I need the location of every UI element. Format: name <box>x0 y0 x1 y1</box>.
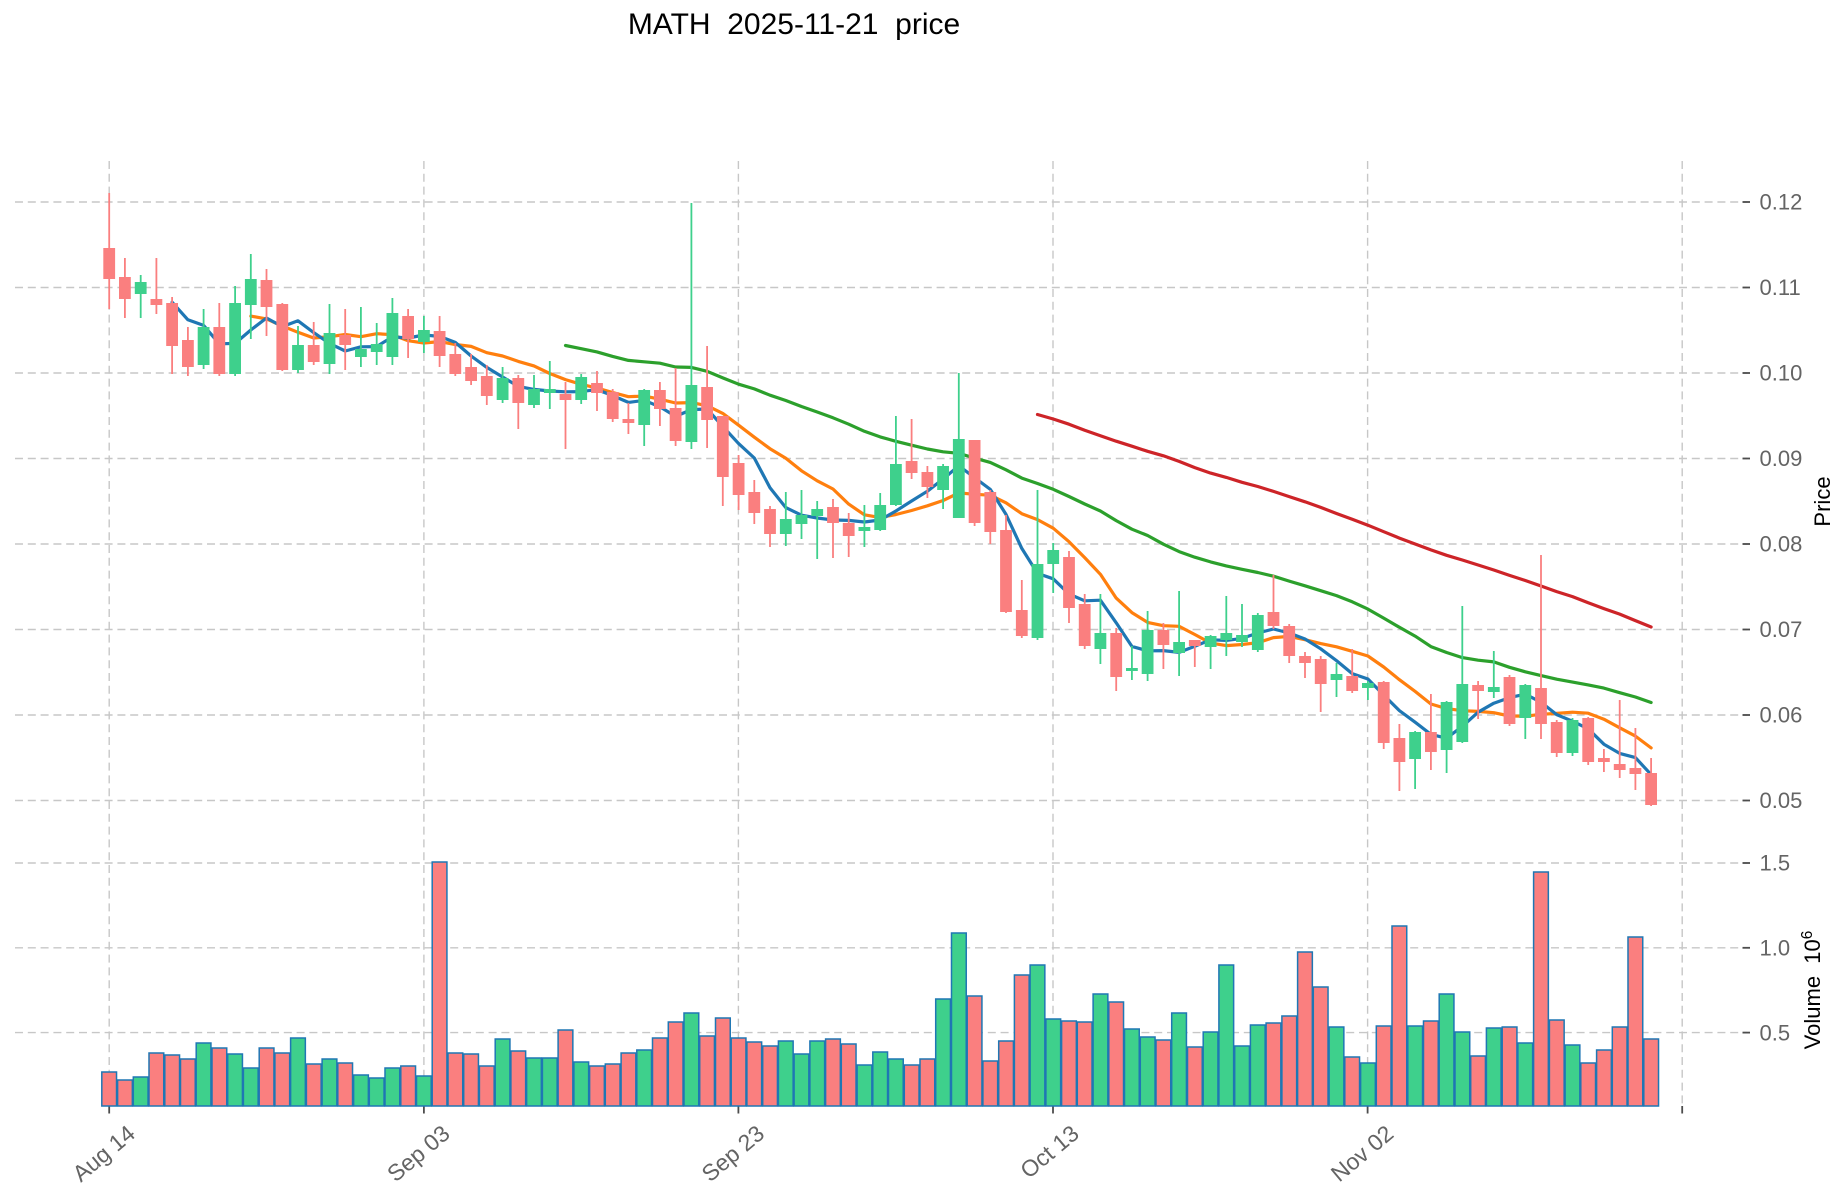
svg-text:0.07: 0.07 <box>1760 617 1803 642</box>
svg-text:Price: Price <box>1810 476 1835 526</box>
svg-text:0.08: 0.08 <box>1760 532 1803 557</box>
svg-text:0.11: 0.11 <box>1760 275 1801 300</box>
svg-text:0.06: 0.06 <box>1760 703 1803 728</box>
svg-text:0.5: 0.5 <box>1760 1020 1791 1045</box>
svg-text:0.10: 0.10 <box>1760 361 1803 386</box>
svg-text:1.5: 1.5 <box>1760 851 1791 876</box>
svg-text:0.05: 0.05 <box>1760 788 1803 813</box>
svg-text:0.09: 0.09 <box>1760 446 1803 471</box>
svg-text:Volume 106: Volume 106 <box>1799 931 1825 1050</box>
svg-text:MATH 2025-11-21 price: MATH 2025-11-21 price <box>628 8 960 41</box>
svg-text:0.12: 0.12 <box>1760 190 1803 215</box>
svg-text:1.0: 1.0 <box>1760 936 1791 961</box>
